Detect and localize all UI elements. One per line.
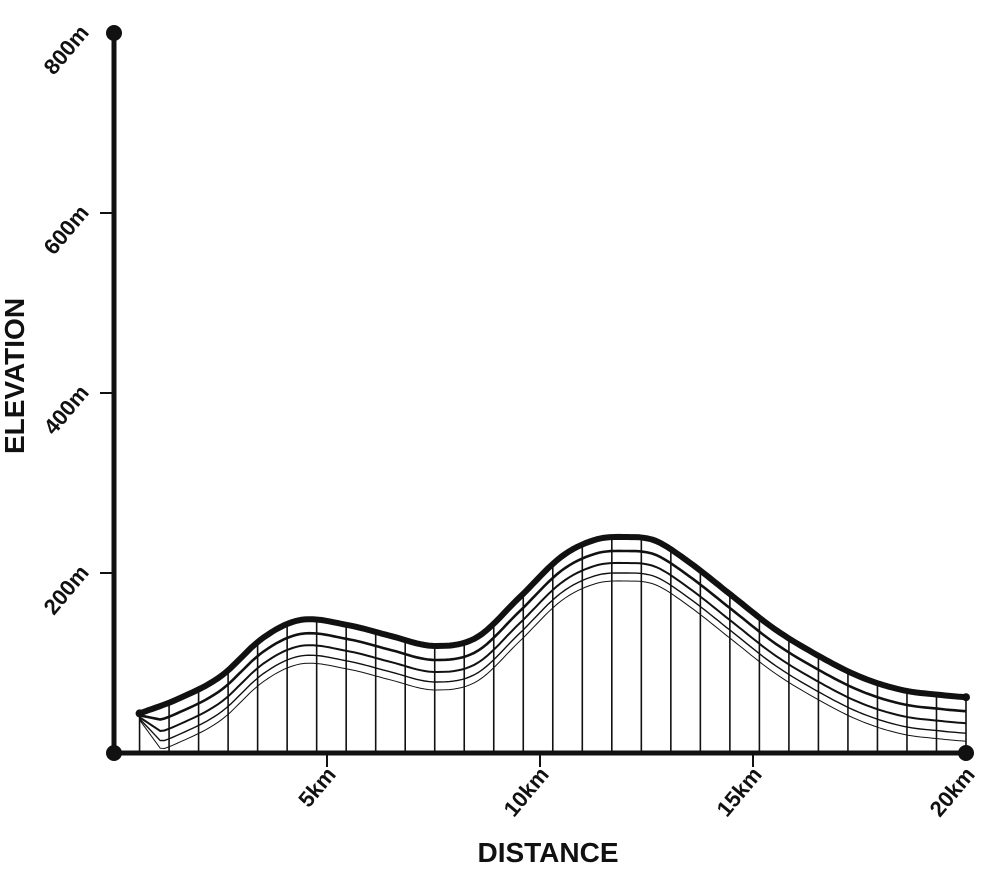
contour-line: [139, 572, 967, 742]
series-line: [136, 533, 969, 717]
origin-dot: [106, 745, 122, 761]
x-tick-label: 5km: [293, 762, 340, 812]
x-axis-title: DISTANCE: [477, 837, 618, 868]
y-axis-title: ELEVATION: [0, 298, 30, 454]
profile-area: [135, 533, 970, 753]
y-tick-label: 800m: [39, 20, 94, 79]
hatch-lines: [138, 537, 967, 753]
contour-line: [139, 580, 967, 750]
x-tick-label: 10km: [499, 762, 554, 821]
y-tick-label: 600m: [39, 200, 94, 259]
y-tick-label: 400m: [39, 380, 94, 439]
x-axis-end-dot: [958, 745, 974, 761]
x-tick-label: 15km: [712, 762, 767, 821]
profile-start-point: [135, 709, 144, 718]
profile-end-point: [962, 693, 970, 702]
contour-line: [139, 561, 967, 733]
x-tick-label: 20km: [925, 762, 980, 821]
y-tick-label: 200m: [39, 560, 94, 619]
contour-line: [139, 549, 967, 721]
y-axis-end-dot: [106, 25, 122, 41]
